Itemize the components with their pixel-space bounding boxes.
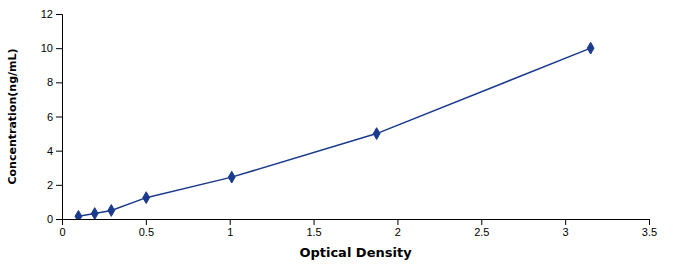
tick: 4 [47, 145, 62, 157]
tick-label: 2.5 [474, 226, 489, 238]
tick-label: 10 [41, 42, 53, 54]
tick-label: 0 [59, 226, 65, 238]
tick-mark [649, 219, 650, 225]
tick-mark [56, 14, 62, 15]
tick-mark [56, 151, 62, 152]
point [373, 128, 380, 140]
tick-mark [56, 48, 62, 49]
tick-mark [56, 82, 62, 83]
point [91, 208, 98, 219]
x-axis-line [63, 220, 650, 226]
tick: 1.5 [306, 219, 321, 238]
tick-mark [56, 117, 62, 118]
tick-label: 4 [47, 145, 53, 157]
point [587, 42, 594, 54]
tick-label: 0 [47, 213, 53, 225]
x-axis-title: Optical Density [299, 245, 412, 260]
tick-label: 2 [47, 179, 53, 191]
tick: 0 [47, 213, 62, 225]
tick: 2.5 [474, 219, 489, 238]
tick-label: 3 [563, 226, 569, 238]
tick: 1 [227, 219, 233, 238]
tick-mark [230, 219, 231, 225]
tick-mark [481, 219, 482, 225]
tick: 3.5 [642, 219, 657, 238]
x-axis: 0 0.5 1 1.5 2 2.5 3 3.5 [59, 219, 657, 238]
data-layer [75, 42, 594, 219]
chart: 0 0.5 1 1.5 2 2.5 3 3.5 0 2 4 6 8 10 12 Optical Density… [0, 0, 673, 265]
tick-mark [56, 219, 62, 220]
line [78, 48, 590, 216]
tick: 12 [41, 8, 62, 20]
tick-label: 1.5 [306, 226, 321, 238]
tick: 10 [41, 42, 62, 54]
tick-mark [565, 219, 566, 225]
tick: 3 [563, 219, 569, 238]
tick: 2 [47, 179, 62, 191]
tick-mark [146, 219, 147, 225]
tick-mark [314, 219, 315, 225]
tick-label: 12 [41, 8, 53, 20]
tick: 2 [395, 219, 401, 238]
tick: 6 [47, 111, 62, 123]
point [108, 205, 115, 217]
tick-mark [397, 219, 398, 225]
tick: 0.5 [139, 219, 154, 238]
tick: 8 [47, 76, 62, 88]
y-axis-line [56, 15, 63, 220]
point [143, 192, 150, 204]
tick-label: 2 [395, 226, 401, 238]
tick-label: 8 [47, 76, 53, 88]
tick-label: 3.5 [642, 226, 657, 238]
tick-mark [56, 185, 62, 186]
plot-area: 0 0.5 1 1.5 2 2.5 3 3.5 0 2 4 6 8 10 12 [41, 8, 657, 238]
point [75, 210, 82, 219]
tick-label: 6 [47, 111, 53, 123]
tick-label: 1 [227, 226, 233, 238]
point [228, 171, 235, 183]
tick-label: 0.5 [139, 226, 154, 238]
tick: 0 [59, 219, 65, 238]
y-axis: 0 2 4 6 8 10 12 [41, 8, 63, 225]
y-axis-title: Concentration(ng/mL) [6, 48, 19, 184]
